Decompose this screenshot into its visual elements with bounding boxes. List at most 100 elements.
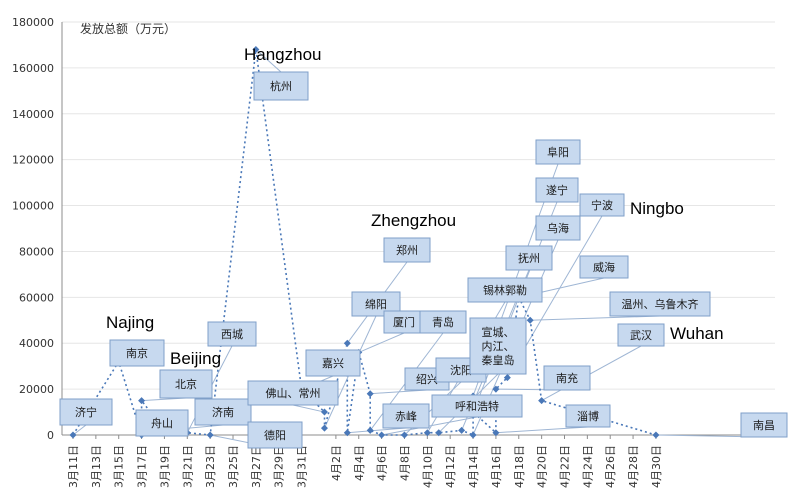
point-label: 济南 xyxy=(212,405,234,419)
point-label: 阜阳 xyxy=(547,146,569,159)
y-axis-title: 发放总额（万元） xyxy=(80,21,176,36)
point-label: 赤峰 xyxy=(395,410,417,423)
data-point xyxy=(652,431,660,439)
leader-line xyxy=(495,426,589,434)
point-label: 绵阳 xyxy=(365,297,387,311)
annotation-label: Hangzhou xyxy=(244,45,322,64)
point-label-box xyxy=(467,277,543,303)
y-tick-label: 80000 xyxy=(19,245,54,258)
point-label: 遂宁 xyxy=(546,183,568,197)
point-label: 西城 xyxy=(221,328,243,341)
x-tick-label: 3月29日 xyxy=(273,445,286,488)
point-label: 佛山、常州 xyxy=(266,387,321,400)
point-label-box xyxy=(135,409,189,437)
point-label-box xyxy=(382,403,430,429)
x-tick-label: 4月20日 xyxy=(536,445,549,488)
point-label-box xyxy=(59,398,113,426)
x-tick-label: 3月11日 xyxy=(67,445,80,488)
point-label: 舟山 xyxy=(151,416,173,430)
leader-line xyxy=(530,315,661,321)
leader-line xyxy=(347,427,407,434)
x-tick-label: 4月6日 xyxy=(376,445,389,481)
point-label: 南昌 xyxy=(753,419,775,432)
point-label: 济宁 xyxy=(75,405,97,419)
x-tick-label: 3月25日 xyxy=(227,445,240,488)
point-label: 青岛 xyxy=(432,315,454,329)
data-point xyxy=(252,46,260,54)
x-tick-label: 4月28日 xyxy=(627,445,640,488)
data-point xyxy=(138,397,146,405)
point-label-box xyxy=(609,291,711,317)
y-tick-label: 180000 xyxy=(12,16,54,29)
annotations: Hangzhou Najing Beijing Zhengzhou Ningbo Wuha… xyxy=(106,45,724,368)
point-label-box xyxy=(579,255,629,279)
point-label-box xyxy=(419,310,467,334)
x-tick-label: 4月30日 xyxy=(650,445,663,488)
point-label: 宣城、内江、秦皇岛 xyxy=(482,325,515,367)
x-tick-label: 3月19日 xyxy=(158,445,171,488)
point-label-box xyxy=(253,71,309,101)
x-tick-label: 3月15日 xyxy=(113,445,126,488)
point-label: 抚州 xyxy=(518,251,540,265)
point-label: 郑州 xyxy=(396,243,418,257)
data-point xyxy=(378,431,386,439)
x-tick-label: 4月12日 xyxy=(444,445,457,488)
data-point xyxy=(492,385,500,393)
point-label: 杭州 xyxy=(270,79,292,93)
point-label: 沈阳 xyxy=(450,363,472,377)
point-label-box xyxy=(565,404,611,428)
point-label-box xyxy=(535,177,579,203)
point-label: 乌海 xyxy=(547,221,569,235)
data-point xyxy=(526,316,534,324)
point-label-box xyxy=(535,215,581,241)
leader-line xyxy=(358,332,405,353)
y-tick-label: 20000 xyxy=(19,383,54,396)
annotation-label: Ningbo xyxy=(630,199,684,218)
point-label: 绍兴 xyxy=(416,372,438,386)
data-point xyxy=(435,429,443,437)
data-point xyxy=(343,339,351,347)
y-tick-label: 0 xyxy=(47,429,54,442)
annotation-label: Zhengzhou xyxy=(371,211,456,230)
data-point xyxy=(320,408,328,416)
point-label: 南充 xyxy=(556,371,578,385)
x-axis: 3月11日 3月13日 3月15日 3月17日 3月19日 3月21日 3月23日 3月25日… xyxy=(62,434,775,488)
leader-line xyxy=(255,49,282,73)
x-tick-label: 4月4日 xyxy=(353,445,366,481)
data-point xyxy=(538,397,546,405)
annotation-label: Wuhan xyxy=(670,324,724,343)
data-point xyxy=(366,390,374,398)
data-point xyxy=(423,429,431,437)
x-tick-label: 4月22日 xyxy=(558,445,571,488)
point-label-box xyxy=(207,321,257,347)
point-label: 南京 xyxy=(126,346,148,360)
data-point xyxy=(492,429,500,437)
x-tick-label: 3月21日 xyxy=(181,445,194,488)
leader-line xyxy=(541,345,642,402)
point-label-box xyxy=(159,369,213,399)
point-label: 德阳 xyxy=(264,428,286,442)
y-tick-label: 140000 xyxy=(12,108,54,121)
point-label: 北京 xyxy=(175,377,197,391)
data-point xyxy=(69,431,77,439)
x-tick-label: 3月31日 xyxy=(296,445,309,488)
point-label-box xyxy=(383,237,431,263)
point-label: 厦门 xyxy=(393,315,415,329)
point-label-box xyxy=(247,421,303,449)
x-tick-label: 4月16日 xyxy=(490,445,503,488)
data-point xyxy=(400,431,408,439)
point-label-box xyxy=(469,317,527,375)
annotation-label: Najing xyxy=(106,313,154,332)
point-label-box xyxy=(579,193,625,217)
point-label-box xyxy=(431,394,523,418)
y-axis: 0 20000 40000 60000 80000 100000 120000 140000 1… xyxy=(12,16,775,442)
x-tick-label: 4月26日 xyxy=(604,445,617,488)
y-tick-label: 100000 xyxy=(12,200,54,213)
point-label: 武汉 xyxy=(630,329,652,342)
point-label-box xyxy=(505,245,553,271)
point-label-box xyxy=(740,412,788,438)
data-point xyxy=(343,429,351,437)
point-label-box xyxy=(109,339,165,367)
